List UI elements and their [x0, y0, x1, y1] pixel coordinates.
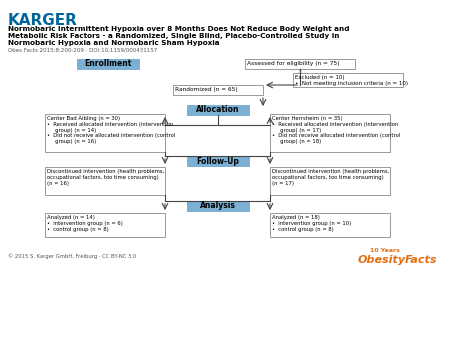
FancyBboxPatch shape [187, 105, 249, 115]
Text: Excluded (n = 10)
•  Not meeting inclusion criteria (n = 10): Excluded (n = 10) • Not meeting inclusio… [295, 75, 408, 86]
Text: Normobaric Intermittent Hypoxia over 8 Months Does Not Reduce Body Weight and: Normobaric Intermittent Hypoxia over 8 M… [8, 26, 350, 32]
Text: Allocation: Allocation [196, 105, 240, 115]
Text: Analyzed (n = 18)
•  intervention group (n = 10)
•  control group (n = 8): Analyzed (n = 18) • intervention group (… [272, 215, 351, 232]
Text: © 2015 S. Karger GmbH, Freiburg · CC BY-NC 3.0: © 2015 S. Karger GmbH, Freiburg · CC BY-… [8, 253, 136, 259]
FancyBboxPatch shape [270, 167, 390, 195]
Text: Assessed for eligibility (n = 75): Assessed for eligibility (n = 75) [247, 61, 340, 66]
Text: 10 Years: 10 Years [370, 248, 400, 253]
FancyBboxPatch shape [245, 59, 355, 69]
Text: Center Bad Aibling (n = 30)
•  Received allocated intervention (intervention
   : Center Bad Aibling (n = 30) • Received a… [47, 116, 175, 144]
Text: Metabolic Risk Factors - a Randomized, Single Blind, Placebo-Controlled Study in: Metabolic Risk Factors - a Randomized, S… [8, 33, 339, 39]
Text: Analyzed (n = 14)
•  intervention group (n = 6)
•  control group (n = 8): Analyzed (n = 14) • intervention group (… [47, 215, 123, 232]
FancyBboxPatch shape [77, 59, 139, 69]
FancyBboxPatch shape [270, 213, 390, 237]
FancyBboxPatch shape [270, 114, 390, 152]
Text: Discontinued intervention (health problems,
occupational factors, too time consu: Discontinued intervention (health proble… [47, 169, 164, 186]
Text: Facts: Facts [405, 255, 437, 265]
Text: Discontinued intervention (health problems,
occupational factors, too time consu: Discontinued intervention (health proble… [272, 169, 389, 186]
FancyBboxPatch shape [173, 85, 263, 95]
FancyBboxPatch shape [187, 156, 249, 166]
Text: Randomized (n = 65): Randomized (n = 65) [175, 87, 238, 92]
FancyBboxPatch shape [45, 213, 165, 237]
Text: Analysis: Analysis [200, 201, 236, 211]
FancyBboxPatch shape [45, 114, 165, 152]
FancyBboxPatch shape [187, 201, 249, 211]
Text: KARGER: KARGER [8, 13, 78, 28]
FancyBboxPatch shape [45, 167, 165, 195]
FancyBboxPatch shape [293, 73, 403, 87]
Text: Obes Facts 2015;8:200-209 · DOI:10.1159/000431157: Obes Facts 2015;8:200-209 · DOI:10.1159/… [8, 47, 157, 52]
Text: Normobaric Hypoxia and Normobaric Sham Hypoxia: Normobaric Hypoxia and Normobaric Sham H… [8, 40, 220, 46]
Text: Center Herrsheim (n = 35)
•  Received allocated intervention (intervention
     : Center Herrsheim (n = 35) • Received all… [272, 116, 400, 144]
Text: Obesity: Obesity [358, 255, 406, 265]
Text: Enrollment: Enrollment [84, 59, 132, 69]
Text: Follow-Up: Follow-Up [197, 156, 239, 166]
